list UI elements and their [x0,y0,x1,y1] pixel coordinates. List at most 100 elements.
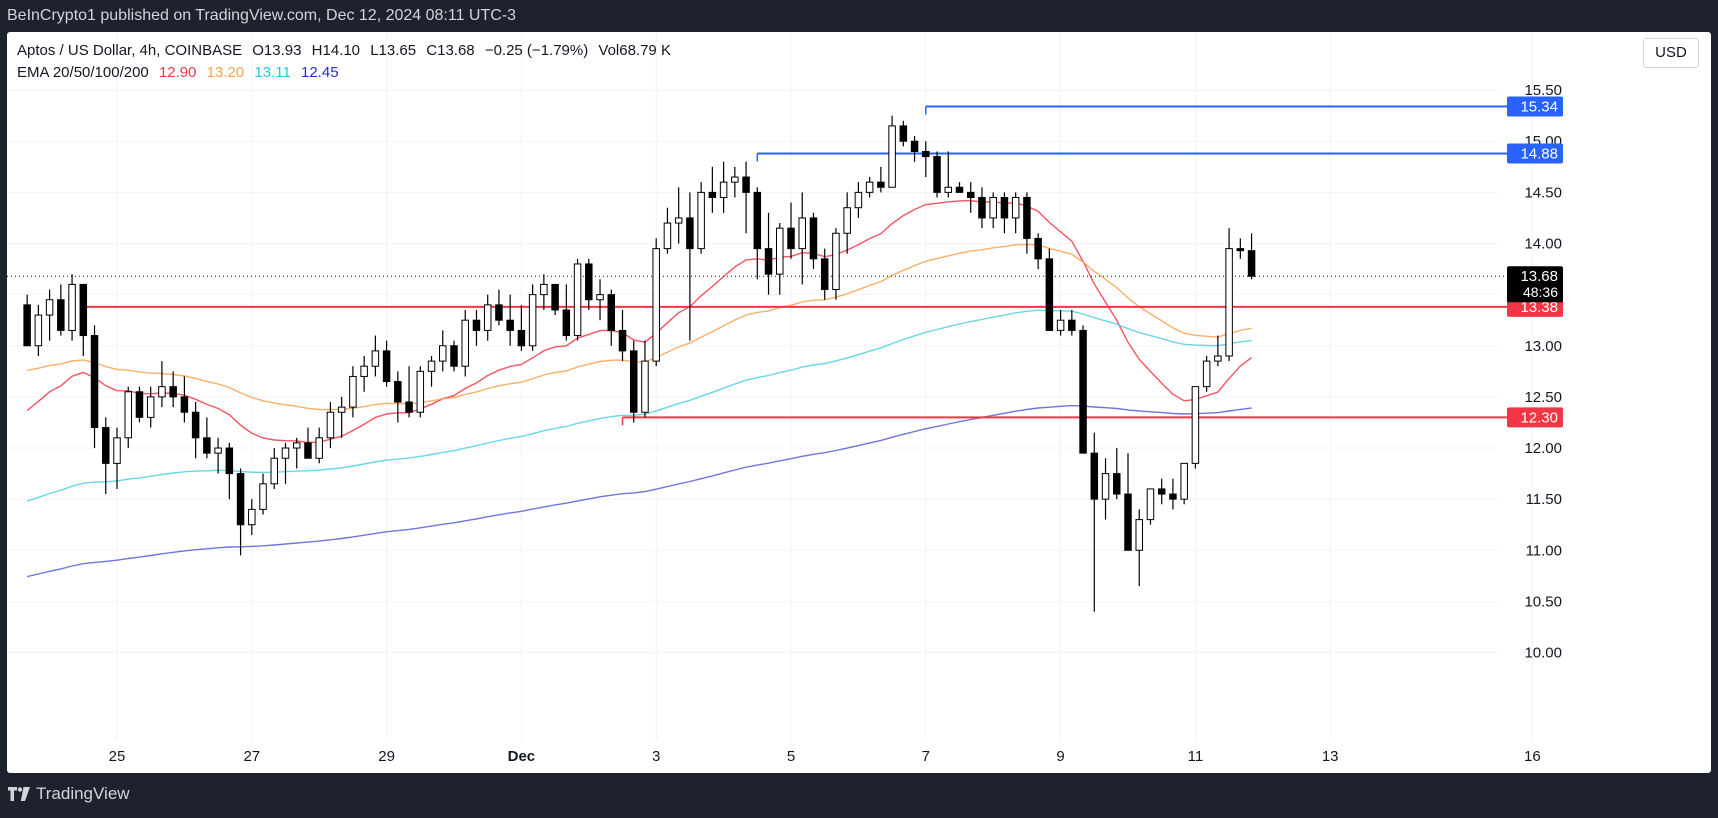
candle-body [281,447,290,459]
candle-body [259,483,267,510]
change-value: −0.25 (−1.79%) [484,42,589,59]
candle-body [34,314,43,347]
candle-body [1214,355,1222,362]
candle-body [686,217,694,250]
candle-body [169,386,177,398]
candle-body [337,406,346,413]
tradingview-brand-text: TradingView [36,784,130,803]
candle-body [708,191,717,198]
volume-value: Vol68.79 K [598,42,671,59]
candle-body [663,222,672,250]
candle-body [641,360,649,413]
y-tick-label: 12.00 [1524,440,1562,457]
candle-body [528,294,537,347]
candle-body [495,304,503,321]
candle-body [854,191,863,209]
candle-body [719,181,728,198]
y-tick-label: 12.50 [1524,389,1562,406]
ema-label[interactable]: EMA 20/50/100/200 [17,64,149,81]
candle-body [989,196,997,219]
x-tick-label: Dec [508,748,536,765]
candle-body [23,304,31,347]
y-tick-label: 14.50 [1524,184,1562,201]
candle-body [562,309,571,337]
candle-body [45,299,54,316]
candle-body [1113,473,1121,495]
candle-body [1146,488,1155,521]
candle-body [248,508,256,526]
level-badge-15.34 [1507,96,1563,117]
candle-body [439,345,447,362]
price-chart[interactable]: 10.00 10.50 11.00 11.50 12.00 12.50 13.00 14.00… [7,32,1711,773]
candle-body [1023,196,1031,239]
candle-body [102,427,110,464]
candle-body [922,150,930,158]
candle-body [90,335,99,429]
candle-body [596,294,604,301]
low-value: L13.65 [370,42,417,59]
candle-body [79,283,88,337]
candle-body [540,283,548,296]
x-tick-label: 27 [243,748,260,765]
candle-body [798,217,806,250]
high-value: H14.10 [311,42,361,59]
candle-body [787,227,795,250]
y-tick-label: 11.00 [1526,542,1562,559]
candle-body [1202,360,1211,388]
candle-body [360,365,368,377]
candle-body [1180,462,1188,500]
candle-body [843,207,851,234]
candle-body [1124,493,1132,551]
candle-body [978,196,986,219]
x-tick-label: 9 [1056,748,1064,765]
candle-body [68,283,76,331]
level-badge-12.30 [1507,407,1563,428]
candle-body [394,381,402,403]
y-tick-label: 13.00 [1524,338,1562,355]
last-price-text: 13.68 [1520,268,1558,285]
x-tick-label: 3 [652,748,660,765]
tradingview-brand[interactable]: TradingView [8,784,130,804]
candle-body [214,447,222,454]
candle-body [776,227,784,275]
candle-body [146,396,155,418]
candle-body [955,186,964,193]
y-tick-label: 10.50 [1524,593,1562,610]
candle-body [877,181,885,188]
candle-body [349,375,357,408]
candle-body [551,283,559,311]
chart-panel[interactable]: Aptos / US Dollar, 4h, COINBASE O13.93 H… [7,32,1711,773]
candle-body [135,391,144,418]
x-tick-label: 16 [1524,748,1541,765]
candle-body [1135,519,1143,551]
candle-body [236,473,245,526]
candle-body [517,329,526,347]
chart-legend: Aptos / US Dollar, 4h, COINBASE O13.93 H… [17,40,677,84]
candle-body [225,447,234,475]
currency-button[interactable]: USD [1643,38,1699,68]
candle-body [820,258,829,291]
candle-body [809,217,818,260]
candle-body [1090,452,1099,500]
x-tick-label: 11 [1188,748,1204,765]
countdown-text: 48:36 [1523,284,1558,300]
candle-body [113,437,121,464]
candle-body [629,350,638,413]
candle-body [450,345,458,367]
candle-body [1045,258,1054,331]
level-badge-text: 15.34 [1520,98,1558,115]
ema100-value: 13.11 [254,64,291,81]
candle-body [180,396,189,413]
symbol-label[interactable]: Aptos / US Dollar, 4h, COINBASE [17,42,243,59]
candle-body [315,437,323,459]
candle-body [865,181,874,193]
x-tick-label: 29 [378,748,395,765]
candle-body [618,329,627,352]
candle-body [607,294,616,331]
candle-body [742,176,750,193]
publisher-bar: BeInCrypto1 published on TradingView.com… [0,0,1718,30]
x-tick-label: 5 [787,748,795,765]
y-axis: 10.00 10.50 11.00 11.50 12.00 12.50 13.00 14.00… [1524,82,1562,661]
candle-body [652,248,660,362]
candle-body [697,191,705,250]
